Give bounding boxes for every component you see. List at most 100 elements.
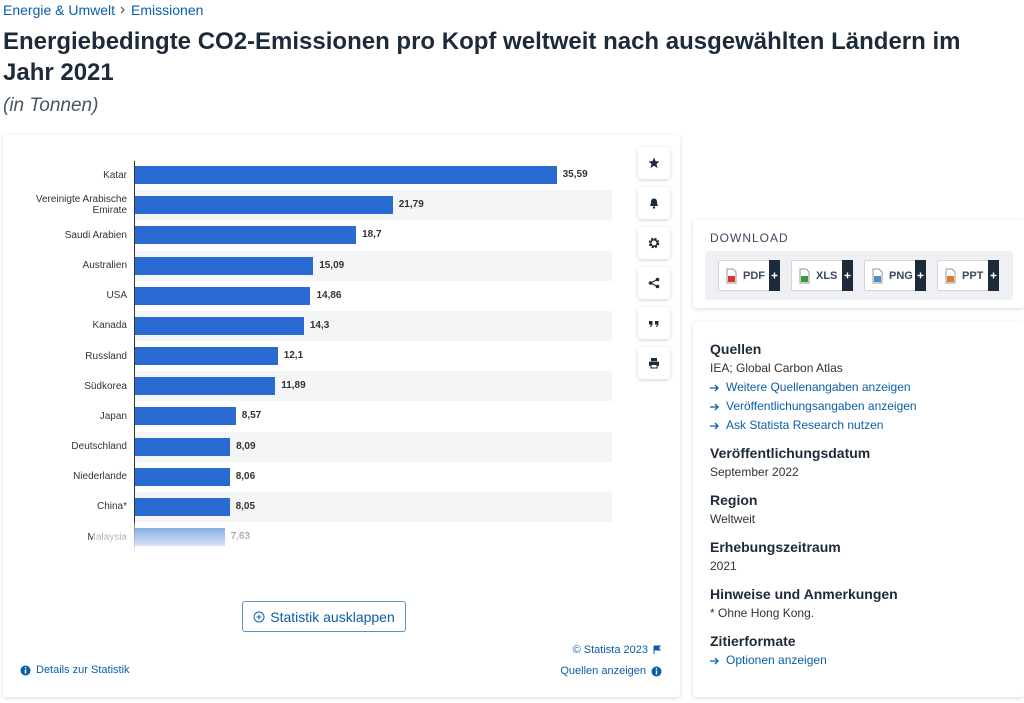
y-tick-label: Deutschland [71,441,127,453]
file-icon [945,268,956,283]
info-link[interactable]: Ask Statista Research nutzen [710,416,1024,435]
share-icon [648,277,660,289]
link-text: Weitere Quellenangaben anzeigen [726,380,911,394]
info-link[interactable]: Veröffentlichungsangaben anzeigen [710,397,1024,416]
value-label: 8,57 [241,410,262,422]
favorite-button[interactable] [638,147,670,179]
y-tick-label: USA [106,290,127,302]
info-heading: Zitierformate [710,633,796,649]
y-tick-label: China* [96,501,127,513]
breadcrumb-link[interactable]: Emissionen [131,2,204,18]
chart: Katar 35,59 Vereinigte Arabische Emirate 21… [3,135,633,575]
sources-text: Quellen anzeigen [560,665,646,677]
value-label: 8,05 [235,500,256,512]
info-text: September 2022 [710,465,799,479]
format-label: PDF [743,269,765,282]
details-link[interactable]: Details zur Statistik [20,664,130,676]
download-button[interactable]: PDF [718,260,780,291]
plus-circle-icon [253,611,265,622]
info-link[interactable]: Optionen anzeigen [710,651,1024,670]
bar [134,256,314,275]
info-text: IEA; Global Carbon Atlas [710,361,843,375]
bar [134,467,230,486]
value-label: 15,09 [319,259,345,271]
download-button[interactable]: XLS [791,260,853,291]
info-heading: Region [710,492,758,508]
link-text: Optionen anzeigen [726,653,827,667]
info-icon [651,666,662,676]
plus-tab [769,260,780,291]
info-heading: Veröffentlichungsdatum [710,445,871,461]
flag-icon [653,645,661,654]
y-tick-label: Russland [85,350,127,362]
plus-tab [842,260,853,291]
y-tick-label: Vereinigte Arabische Emirate [35,194,127,217]
bar [134,226,357,245]
info-heading: Hinweise und Anmerkungen [710,586,898,602]
download-card: DOWNLOAD PDF XLS PNG PPT [693,220,1024,308]
info-text: Weltweit [710,512,756,526]
chevron [120,6,125,14]
arrow-icon [710,403,719,410]
info-icon [20,665,31,675]
cite-button[interactable] [638,307,670,339]
bar [134,497,230,516]
value-label: 8,06 [235,470,256,482]
settings-button[interactable] [638,227,670,259]
copyright-text: © Statista 2023 [572,644,648,656]
axis-line [134,161,135,553]
breadcrumb: Energie & Umwelt Emissionen [3,2,203,18]
details-text: Details zur Statistik [36,664,130,676]
info-link[interactable]: Weitere Quellenangaben anzeigen [710,378,1024,397]
bar [134,407,236,426]
y-tick-label: Australien [82,260,127,271]
download-button[interactable]: PNG [864,260,926,291]
y-tick-label: Kanada [92,320,127,332]
value-label: 14,3 [309,319,330,331]
arrow-icon [710,384,719,391]
print-button[interactable] [638,347,670,379]
format-label: PNG [889,269,913,282]
download-title: DOWNLOAD [710,231,789,245]
value-label: 35,59 [562,169,588,180]
info-heading: Quellen [710,341,762,357]
value-label: 21,79 [398,199,424,211]
info-list: Quellen IEA; Global Carbon Atlas Weitere… [693,322,1024,670]
value-label: 8,09 [236,440,256,452]
info-card: Quellen IEA; Global Carbon Atlas Weitere… [693,322,1024,697]
download-button[interactable]: PPT [937,260,999,291]
share-button[interactable] [638,267,670,299]
y-tick-label: Katar [103,169,127,181]
bar [134,437,231,456]
bar [134,196,393,215]
file-icon [872,268,883,283]
y-tick-label: Südkorea [84,380,127,392]
file-icon [726,268,737,283]
link-text: Ask Statista Research nutzen [726,418,884,432]
plus-tab [915,260,926,291]
fade-overlay [93,523,633,555]
bar [134,316,304,335]
format-label: XLS [816,269,838,282]
info-text: * Ohne Hong Kong. [710,606,815,620]
expand-button[interactable]: Statistik ausklappen [242,601,406,632]
y-tick-label: Niederlande [73,471,127,483]
plus-tab [988,260,999,291]
info-heading: Erhebungszeitraum [710,539,841,555]
value-label: 11,89 [281,380,306,392]
gear-icon [648,237,660,249]
page-title: Energiebedingte CO2-Emissionen pro Kopf … [3,28,961,86]
breadcrumb-link[interactable]: Energie & Umwelt [3,2,116,18]
sources-link[interactable]: Quellen anzeigen [560,665,662,677]
quote-icon [649,321,659,327]
info-text: 2021 [710,559,737,573]
print-icon [649,358,659,369]
expand-label: Statistik ausklappen [270,608,395,625]
copyright[interactable]: © Statista 2023 [573,644,662,656]
format-label: PPT [962,269,984,282]
bar [134,286,311,305]
bar [134,347,278,366]
value-label: 14,86 [316,289,342,301]
notify-button[interactable] [638,187,670,219]
